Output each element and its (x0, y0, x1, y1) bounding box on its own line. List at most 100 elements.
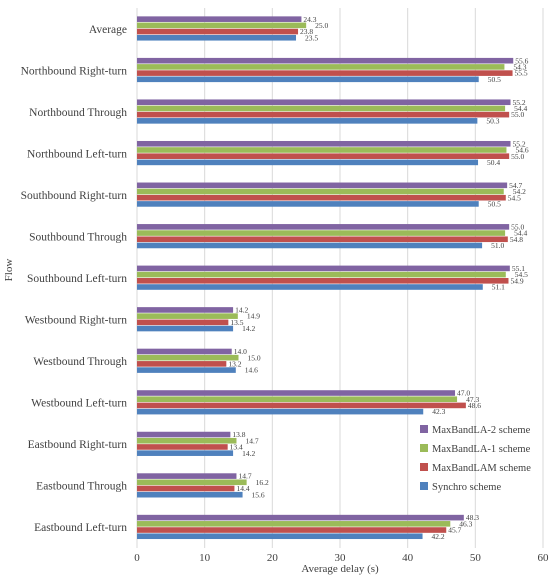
bar (137, 236, 508, 243)
bar (137, 367, 236, 373)
bar (137, 325, 234, 332)
bar (137, 527, 447, 533)
bar (137, 431, 231, 438)
data-label: 13.8 (232, 430, 245, 439)
x-tick-30: 30 (335, 552, 347, 564)
y-axis-label: Flow (3, 259, 15, 282)
bar (137, 348, 232, 355)
bar (137, 278, 509, 284)
bar (137, 224, 510, 230)
data-label: 14.2 (235, 306, 248, 315)
bar (137, 390, 456, 396)
bar (137, 485, 235, 492)
bar (137, 533, 423, 540)
data-label: 13.5 (230, 318, 243, 327)
data-label: 50.5 (488, 75, 501, 84)
x-tick-labels: 0 10 20 30 40 50 60 (134, 552, 549, 564)
data-label: 14.2 (242, 324, 255, 333)
data-label: 54.2 (513, 187, 526, 196)
data-label: 47.0 (457, 389, 470, 398)
x-tick-50: 50 (470, 552, 482, 564)
data-label: 50.5 (488, 200, 501, 209)
bar (137, 57, 514, 64)
bar (137, 361, 227, 367)
data-label: 54.8 (510, 235, 523, 244)
bar (137, 230, 506, 236)
bar (137, 271, 506, 278)
bar (137, 34, 297, 41)
category-label: Southbound Left-turn (27, 273, 127, 285)
bar (137, 450, 234, 456)
bar (137, 147, 507, 153)
category-label: Southbound Through (29, 231, 127, 243)
data-label: 13.2 (228, 359, 241, 368)
bar (137, 16, 302, 22)
legend-label: MaxBandLA-1 scheme (432, 444, 531, 455)
category-label: Northbound Right-turn (21, 65, 128, 77)
data-label: 55.0 (511, 222, 524, 231)
data-label: 15.0 (248, 353, 261, 362)
bar (137, 242, 483, 249)
data-label: 14.2 (242, 449, 255, 458)
legend-label: MaxBandLA-2 scheme (432, 425, 531, 436)
data-label: 42.2 (432, 532, 445, 541)
x-tick-0: 0 (134, 552, 140, 564)
data-label: 45.7 (448, 526, 461, 535)
data-label: 23.8 (300, 27, 313, 36)
data-label: 50.4 (487, 158, 500, 167)
category-label: Eastbound Left-turn (34, 522, 127, 534)
bar (137, 284, 483, 290)
bar (137, 99, 511, 106)
bar (137, 111, 510, 118)
category-label: Westbound Through (33, 356, 127, 368)
legend-swatch (420, 463, 428, 471)
data-label: 14.7 (238, 472, 251, 481)
bar (137, 140, 511, 147)
bar (137, 437, 237, 444)
bar (137, 70, 513, 76)
data-label: 48.6 (468, 401, 481, 410)
bar (137, 408, 424, 415)
data-label: 55.0 (511, 152, 524, 161)
data-label: 14.0 (234, 347, 247, 356)
data-label: 16.2 (256, 478, 269, 487)
data-label: 54.3 (513, 63, 526, 72)
legend-swatch (420, 425, 428, 433)
data-label: 55.2 (513, 139, 526, 148)
category-label: Eastbound Right-turn (28, 439, 128, 451)
legend-swatch (420, 482, 428, 490)
bar (137, 402, 466, 409)
data-label: 25.0 (315, 21, 328, 30)
data-label: 55.6 (515, 56, 528, 65)
data-label: 51.1 (492, 283, 505, 292)
x-tick-60: 60 (538, 552, 550, 564)
legend-label: Synchro scheme (432, 482, 501, 493)
bar (137, 64, 505, 70)
bar (137, 105, 506, 112)
category-label: Eastbound Through (36, 481, 127, 493)
data-label: 42.3 (432, 407, 445, 416)
data-label: 23.5 (305, 33, 318, 42)
x-tick-40: 40 (402, 552, 414, 564)
data-label: 54.5 (508, 193, 521, 202)
x-tick-20: 20 (267, 552, 279, 564)
bar (137, 319, 229, 326)
data-labels: 24.325.023.823.555.654.355.550.555.254.4… (228, 15, 529, 541)
bar (137, 491, 243, 498)
bar (137, 201, 479, 207)
bar (137, 153, 510, 159)
bar (137, 444, 228, 450)
legend-label: MaxBandLAM scheme (432, 463, 531, 474)
bar (137, 182, 508, 189)
data-label: 54.5 (515, 270, 528, 279)
legend-swatch (420, 444, 428, 452)
data-label: 55.2 (513, 98, 526, 107)
bar (137, 76, 479, 83)
x-tick-10: 10 (199, 552, 211, 564)
data-label: 54.7 (509, 181, 522, 190)
category-label: Westbound Right-turn (25, 315, 127, 327)
data-label: 55.5 (515, 69, 528, 78)
x-axis-label: Average delay (s) (301, 563, 379, 575)
bar (137, 313, 238, 319)
